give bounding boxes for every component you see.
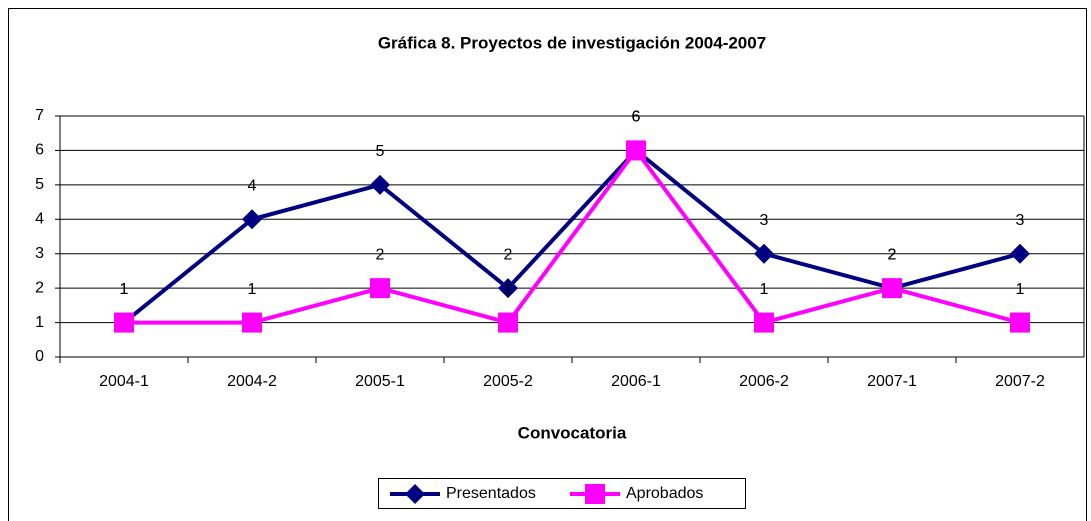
x-tick-label: 2005-1: [355, 373, 405, 390]
x-tick-label: 2006-1: [611, 373, 661, 390]
marker: [242, 209, 262, 230]
y-tick-label: 2: [35, 279, 44, 296]
data-label: 3: [760, 212, 769, 229]
x-tick-label: 2004-1: [99, 373, 149, 390]
legend-label: Aprobados: [626, 485, 703, 502]
data-label: 2: [504, 246, 513, 263]
x-tick-label: 2006-2: [739, 373, 789, 390]
x-tick-label: 2004-2: [227, 373, 277, 390]
data-label: 4: [248, 178, 257, 195]
data-label: 1: [120, 281, 129, 298]
data-label: 6: [632, 109, 641, 126]
data-label: 1: [248, 281, 257, 298]
x-tick-label: 2007-1: [867, 373, 917, 390]
legend-label: Presentados: [446, 485, 536, 502]
marker: [585, 484, 605, 504]
marker: [405, 484, 425, 504]
marker: [498, 312, 518, 333]
marker: [882, 278, 902, 299]
marker: [370, 278, 390, 299]
data-label: 2: [376, 246, 385, 263]
marker: [754, 312, 774, 333]
marker: [370, 174, 390, 195]
y-tick-label: 4: [35, 211, 44, 228]
chart-border: [8, 8, 1087, 521]
marker: [114, 312, 134, 333]
marker: [242, 312, 262, 333]
data-label: 1: [1016, 281, 1025, 298]
y-tick-label: 0: [35, 348, 44, 365]
series-line: [122, 147, 1021, 325]
data-label: 3: [1016, 212, 1025, 229]
y-tick-label: 1: [35, 314, 44, 331]
data-label: 5: [376, 143, 385, 160]
data-label: 1: [504, 281, 513, 298]
y-tick-label: 5: [35, 176, 44, 193]
y-tick-label: 7: [35, 107, 44, 124]
marker: [754, 243, 774, 264]
marker: [1010, 312, 1030, 333]
data-label: 2: [888, 246, 897, 263]
series-line: [124, 147, 1021, 325]
y-tick-label: 3: [35, 245, 44, 262]
marker: [1010, 243, 1030, 264]
x-tick-label: 2005-2: [483, 373, 533, 390]
x-axis-label: Convocatoria: [518, 423, 627, 442]
marker: [626, 140, 646, 161]
data-label: 2: [888, 246, 897, 263]
data-label: 1: [120, 281, 129, 298]
data-label: 6: [632, 109, 641, 126]
y-tick-label: 6: [35, 142, 44, 159]
chart-title: Gráfica 8. Proyectos de investigación 20…: [378, 33, 766, 52]
x-tick-label: 2007-2: [995, 373, 1045, 390]
marker: [498, 278, 518, 299]
data-label: 1: [760, 281, 769, 298]
